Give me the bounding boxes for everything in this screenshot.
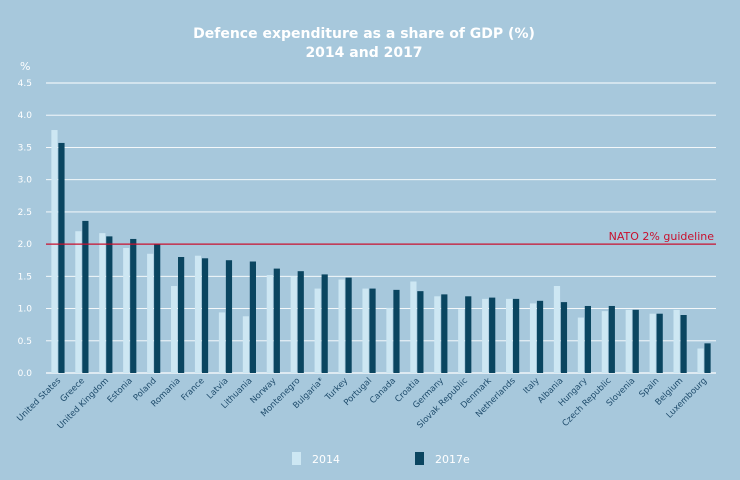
bar-2014-romania (171, 286, 178, 373)
legend-swatch-2017e (415, 452, 424, 465)
bar-2014-netherlands (506, 298, 513, 373)
bar-2017e-turkey (345, 277, 352, 373)
bar-2014-slovak-republic (458, 309, 465, 373)
bar-2014-estonia (123, 247, 130, 373)
x-tick-label: Italy (522, 376, 542, 396)
x-tick-label: United States (15, 376, 63, 424)
bar-2014-luxembourg (697, 348, 704, 373)
bar-2014-turkey (338, 279, 345, 373)
y-tick-label: 1.5 (18, 272, 32, 282)
bar-2017e-croatia (417, 291, 424, 373)
bar-2017e-spain (656, 313, 663, 373)
bar-2014-united-states (51, 130, 58, 373)
bar-2017e-hungary (584, 305, 591, 373)
y-axis-label: % (20, 60, 30, 73)
y-axis-ticks: 0.0 0.5 1.0 1.5 2.0 2.5 3.0 3.5 4.0 4.5 (18, 79, 33, 379)
bar-2014-czech-republic (601, 311, 608, 373)
bar-2014-denmark (482, 298, 489, 373)
bar-2017e-slovak-republic (465, 296, 472, 373)
legend: 2014 2017e (292, 452, 470, 466)
bar-2014-greece (75, 231, 82, 373)
bar-2014-croatia (410, 281, 417, 373)
bar-2017e-united-states (58, 142, 65, 373)
bar-2017e-latvia (225, 260, 233, 373)
bar-2017e-greece (82, 220, 89, 373)
bar-2014-latvia (218, 312, 226, 373)
bar-2017e-canada (393, 289, 400, 373)
bar-2017e-lithuania (249, 261, 256, 373)
y-tick-label: 1.0 (18, 305, 33, 315)
bar-2017e-estonia (130, 238, 137, 373)
bar-2017e-denmark (489, 297, 496, 373)
bar-2014-france (194, 255, 202, 373)
bar-2017e-slovenia (632, 309, 639, 373)
y-tick-label: 0.0 (18, 369, 33, 379)
bar-2014-lithuania (242, 316, 249, 373)
bar-2014-portugal (362, 288, 369, 373)
bar-2014-united-kingdom (99, 233, 106, 373)
bar-2017e-united-kingdom (106, 236, 113, 373)
bar-2014-italy (529, 303, 537, 373)
y-tick-label: 4.5 (18, 79, 32, 89)
x-tick-label: Estonia (106, 376, 135, 405)
bar-2017e-luxembourg (704, 343, 711, 373)
bar-2017e-norway (273, 268, 280, 373)
reference-line-group: NATO 2% guideline (46, 230, 716, 245)
legend-label-2014: 2014 (312, 453, 340, 466)
bar-2017e-italy (536, 300, 544, 373)
bar-2014-canada (386, 307, 393, 373)
bar-2017e-romania (178, 257, 185, 373)
bar-2014-montenegro (290, 276, 297, 373)
x-tick-label: France (180, 376, 207, 403)
bar-2017e-albania (560, 302, 568, 373)
y-tick-label: 3.5 (18, 143, 32, 153)
y-tick-label: 0.5 (18, 337, 32, 347)
legend-label-2017e: 2017e (435, 453, 470, 466)
bar-2017e-poland (154, 244, 161, 373)
bar-2017e-czech-republic (608, 305, 615, 373)
bar-2017e-bulgaria- (321, 274, 328, 373)
bar-2014-bulgaria- (314, 288, 321, 373)
nato-guideline-label: NATO 2% guideline (609, 230, 715, 243)
bar-2017e-france (201, 258, 209, 373)
y-tick-label: 2.5 (18, 208, 32, 218)
legend-swatch-2014 (292, 452, 301, 465)
bar-2014-hungary (577, 317, 584, 373)
y-tick-label: 2.0 (18, 240, 33, 250)
bar-2017e-belgium (680, 315, 687, 373)
bar-2017e-portugal (369, 288, 376, 373)
y-tick-label: 4.0 (18, 111, 33, 121)
bar-2014-albania (553, 286, 561, 373)
bar-2014-spain (649, 313, 656, 373)
bars (51, 130, 711, 373)
bar-2014-poland (147, 253, 154, 373)
bar-2017e-montenegro (297, 271, 304, 373)
gridlines (46, 82, 716, 374)
x-tick-label: Canada (368, 376, 398, 406)
chart-title: Defence expenditure as a share of GDP (%… (193, 26, 535, 42)
bar-2014-norway (266, 275, 273, 373)
bar-2017e-germany (441, 294, 448, 373)
bar-2017e-netherlands (513, 298, 520, 373)
chart-subtitle: 2014 and 2017 (305, 45, 422, 61)
bar-2014-slovenia (625, 309, 632, 373)
bar-2014-germany (434, 296, 441, 373)
bar-2014-belgium (673, 309, 680, 373)
y-tick-label: 3.0 (18, 176, 33, 186)
